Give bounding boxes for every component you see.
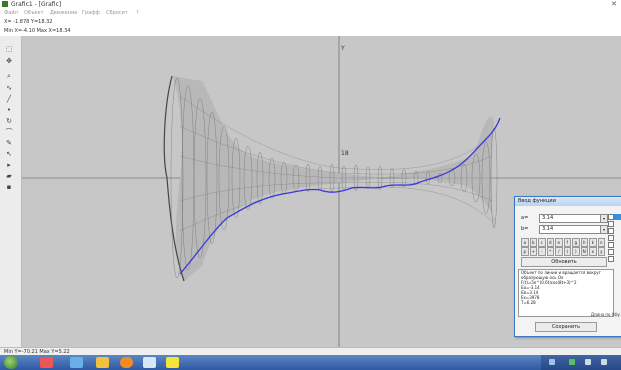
option-checkbox-2[interactable]: [608, 221, 614, 227]
key-e[interactable]: e: [555, 238, 563, 247]
generating-curve: [179, 117, 501, 275]
output-line: Ea=-3.14: [521, 285, 540, 290]
output-line: Eb=3.14: [521, 290, 539, 295]
param-a-row: a= 3.14 ▾: [518, 214, 608, 223]
refresh-button[interactable]: Обновить: [521, 257, 607, 267]
bottom-status-bar: Min Y=-70.21 Max Y=5.22: [0, 347, 621, 356]
zoom-icon[interactable]: ⌕: [7, 72, 11, 80]
active-app-icon[interactable]: [166, 357, 179, 368]
param-a-label: a=: [521, 215, 529, 221]
folder-icon[interactable]: ▰: [6, 171, 12, 180]
curve-icon[interactable]: ⌒: [5, 127, 13, 136]
explorer-icon[interactable]: [70, 357, 83, 368]
menu-reset[interactable]: Сбросит: [106, 10, 128, 16]
y-tick-label: 18: [341, 150, 349, 157]
select-icon[interactable]: ⬚: [5, 44, 13, 53]
time-icon[interactable]: [601, 359, 607, 365]
x-range: Min X=-4.10 Max X=18.34: [4, 28, 71, 34]
key-a[interactable]: a: [521, 238, 529, 247]
key-b[interactable]: b: [529, 238, 537, 247]
function-input-panel: Ввод функции a= 3.14 ▾ b= 3.14 ▾ a b c d…: [514, 196, 621, 337]
pen-icon[interactable]: ✎: [6, 138, 12, 147]
option-checkbox-3[interactable]: [608, 228, 614, 234]
key-divide[interactable]: /: [555, 247, 563, 256]
option-checkbox-6[interactable]: [608, 249, 614, 255]
move-icon[interactable]: ✥: [6, 56, 12, 65]
param-b-input[interactable]: 3.14: [539, 225, 603, 234]
key-minus[interactable]: -: [538, 247, 546, 256]
param-b-label: b=: [521, 226, 529, 232]
option-checkbox-1[interactable]: [608, 214, 614, 220]
surface-mesh: [163, 75, 498, 282]
key-h[interactable]: h: [580, 238, 588, 247]
panel-scroll-thumb[interactable]: [614, 214, 621, 220]
key-plus[interactable]: +: [529, 247, 537, 256]
key-p[interactable]: p: [521, 247, 529, 256]
keypad-row-2: p + - * / ( ) N x y: [521, 247, 605, 256]
left-toolbar: ⬚ ✥ ⌕ ∿ ╱ • ↻ ⌒ ✎ ↖ ▸ ▰ ▪: [0, 36, 22, 347]
param-a-dropdown-icon[interactable]: ▾: [600, 214, 608, 223]
key-n[interactable]: n: [597, 238, 605, 247]
lang-icon[interactable]: [549, 359, 555, 365]
volume-icon[interactable]: [585, 359, 591, 365]
start-orb-icon[interactable]: [4, 356, 18, 369]
y-range: Min Y=-70.21 Max Y=5.22: [4, 349, 70, 355]
menu-motion[interactable]: Движение: [50, 10, 78, 16]
bullet-icon[interactable]: ▸: [7, 160, 11, 169]
cursor-icon[interactable]: ↖: [6, 149, 12, 158]
graph-icon[interactable]: ∿: [6, 83, 12, 92]
menu-object[interactable]: Объект: [24, 10, 44, 16]
param-a-input[interactable]: 3.14: [539, 214, 603, 223]
network-icon[interactable]: [569, 359, 575, 365]
key-c[interactable]: c: [538, 238, 546, 247]
output-box[interactable]: Объект по линии и вращается вокруг образ…: [518, 269, 614, 317]
menu-help[interactable]: ?: [136, 10, 139, 16]
option-checkbox-5[interactable]: [608, 242, 614, 248]
save-icon[interactable]: ▪: [6, 182, 12, 191]
program-icon[interactable]: [120, 357, 133, 368]
output-line: образующую ось Ox: [521, 275, 564, 280]
app-icon: [2, 1, 8, 7]
key-k[interactable]: k: [589, 238, 597, 247]
output-line: F(t)=5e^(0.6t)cos(8t+3)^2: [521, 280, 577, 285]
menu-graph[interactable]: Графф: [82, 10, 100, 16]
key-open-paren[interactable]: (: [563, 247, 571, 256]
line-icon[interactable]: ╱: [6, 94, 12, 103]
key-x[interactable]: x: [589, 247, 597, 256]
app-icon[interactable]: [143, 357, 156, 368]
taskbar: [0, 355, 621, 370]
key-d[interactable]: d: [546, 238, 554, 247]
param-b-row: b= 3.14 ▾: [518, 225, 608, 234]
menu-file[interactable]: Файл: [4, 10, 18, 16]
param-b-dropdown-icon[interactable]: ▾: [600, 225, 608, 234]
option-checkbox-7[interactable]: [608, 256, 614, 262]
key-y[interactable]: y: [597, 247, 605, 256]
length-option-label[interactable]: Длина по Уфу: [590, 312, 620, 317]
keypad-row-1: a b c d e f g h k n: [521, 238, 605, 247]
rotate-icon[interactable]: ↻: [6, 116, 12, 125]
graph-surface: Y 18: [22, 36, 621, 347]
panel-title: Ввод функции: [515, 197, 621, 206]
key-N[interactable]: N: [580, 247, 588, 256]
key-f[interactable]: f: [563, 238, 571, 247]
y-axis-label: Y: [340, 45, 345, 52]
media-player-icon[interactable]: [40, 357, 53, 368]
close-window-button[interactable]: ✕: [611, 0, 617, 8]
save-button[interactable]: Сохранить: [535, 322, 597, 332]
folder-icon[interactable]: [96, 357, 109, 368]
key-multiply[interactable]: *: [546, 247, 554, 256]
key-close-paren[interactable]: ): [572, 247, 580, 256]
system-tray: [541, 355, 621, 370]
output-line: Ex=3978: [521, 295, 540, 300]
option-checkbox-4[interactable]: [608, 235, 614, 241]
output-line: Объект по линии и вращается вокруг: [521, 270, 601, 275]
point-icon[interactable]: •: [6, 105, 12, 114]
output-line: T=6.28: [521, 300, 536, 305]
cursor-coordinates: X= -1.878 Y=18.32: [4, 19, 53, 25]
window-title: Grafic1 - [Grafic]: [11, 1, 62, 8]
key-g[interactable]: g: [572, 238, 580, 247]
